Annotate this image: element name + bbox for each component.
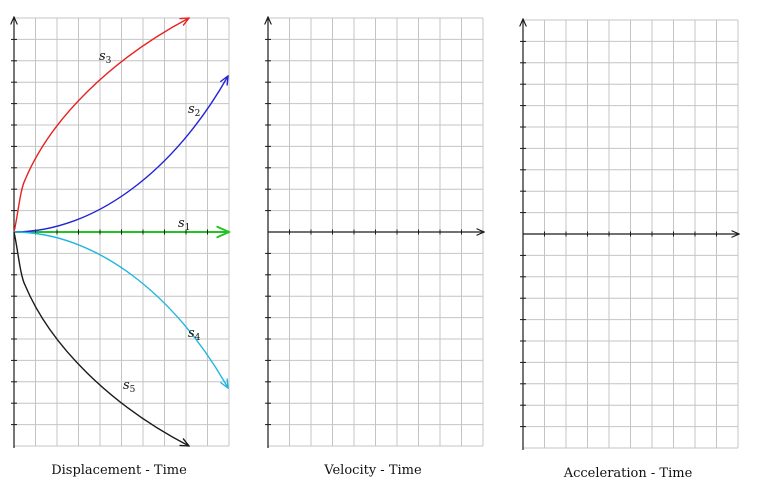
acceleration-caption: Acceleration - Time (563, 466, 693, 481)
displacement-caption: Displacement - Time (51, 463, 187, 478)
label-s5: s5 (123, 378, 136, 395)
curve-s2 (13, 76, 228, 233)
velocity-time-panel: Velocity - Time (265, 17, 484, 478)
label-s4: s4 (188, 326, 201, 343)
acceleration-ticks (520, 40, 717, 428)
label-s1: s1 (178, 216, 190, 233)
curve-s4 (13, 231, 228, 388)
label-s3: s3 (99, 49, 112, 66)
label-s2: s2 (188, 102, 200, 119)
displacement-time-panel: s1 s2 s3 s4 s5 Displacement - Time (11, 17, 229, 478)
velocity-ticks (265, 38, 462, 426)
curve-s3 (13, 18, 189, 233)
acceleration-time-panel: Acceleration - Time (520, 19, 739, 481)
velocity-caption: Velocity - Time (323, 463, 422, 478)
curve-s5 (13, 231, 189, 446)
displacement-y-ticks (11, 38, 17, 426)
